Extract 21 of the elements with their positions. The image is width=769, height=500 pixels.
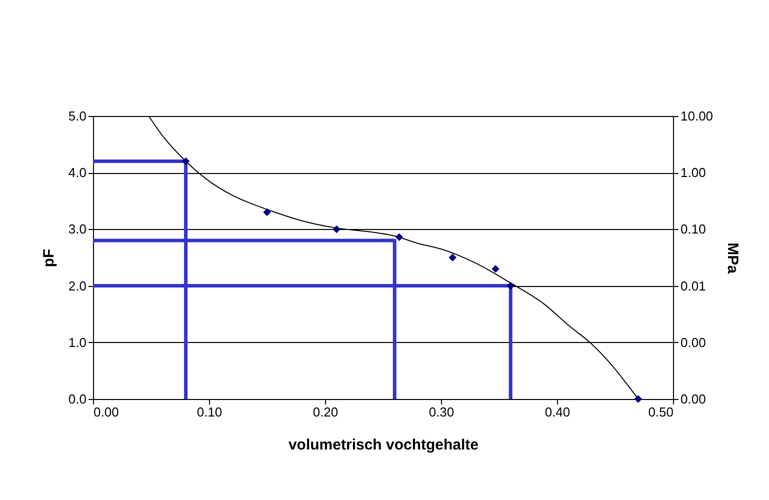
y-tick-label: 0.0 [68, 392, 86, 406]
y-tick-label: 3.0 [68, 222, 86, 237]
y2-tick-label: 0.00 [680, 392, 706, 406]
x-tick-label: 0.50 [648, 404, 674, 420]
y2-axis-title: MPa [724, 242, 742, 274]
y-tick-label: 5.0 [68, 108, 86, 124]
x-axis-title: volumetrisch vochtgehalte [288, 436, 479, 454]
y-tick-label: 1.0 [68, 334, 86, 350]
y2-tick-label: 10.00 [680, 108, 714, 124]
y2-tick-label: 1.00 [680, 165, 706, 180]
y-axis-title: pF [40, 248, 58, 268]
y2-tick-label: 0.01 [680, 278, 706, 294]
x-tick-label: 0.20 [312, 404, 338, 420]
y-tick-label: 4.0 [68, 165, 86, 180]
y-tick-label: 2.0 [68, 278, 86, 294]
y2-tick-label: 0.00 [680, 334, 706, 350]
y2-tick-label: 0.10 [680, 222, 706, 237]
x-tick-label: 0.10 [196, 404, 222, 420]
x-tick-label: 0.00 [94, 404, 119, 420]
x-tick-label: 0.30 [428, 404, 454, 420]
x-tick-label: 0.40 [544, 404, 570, 420]
